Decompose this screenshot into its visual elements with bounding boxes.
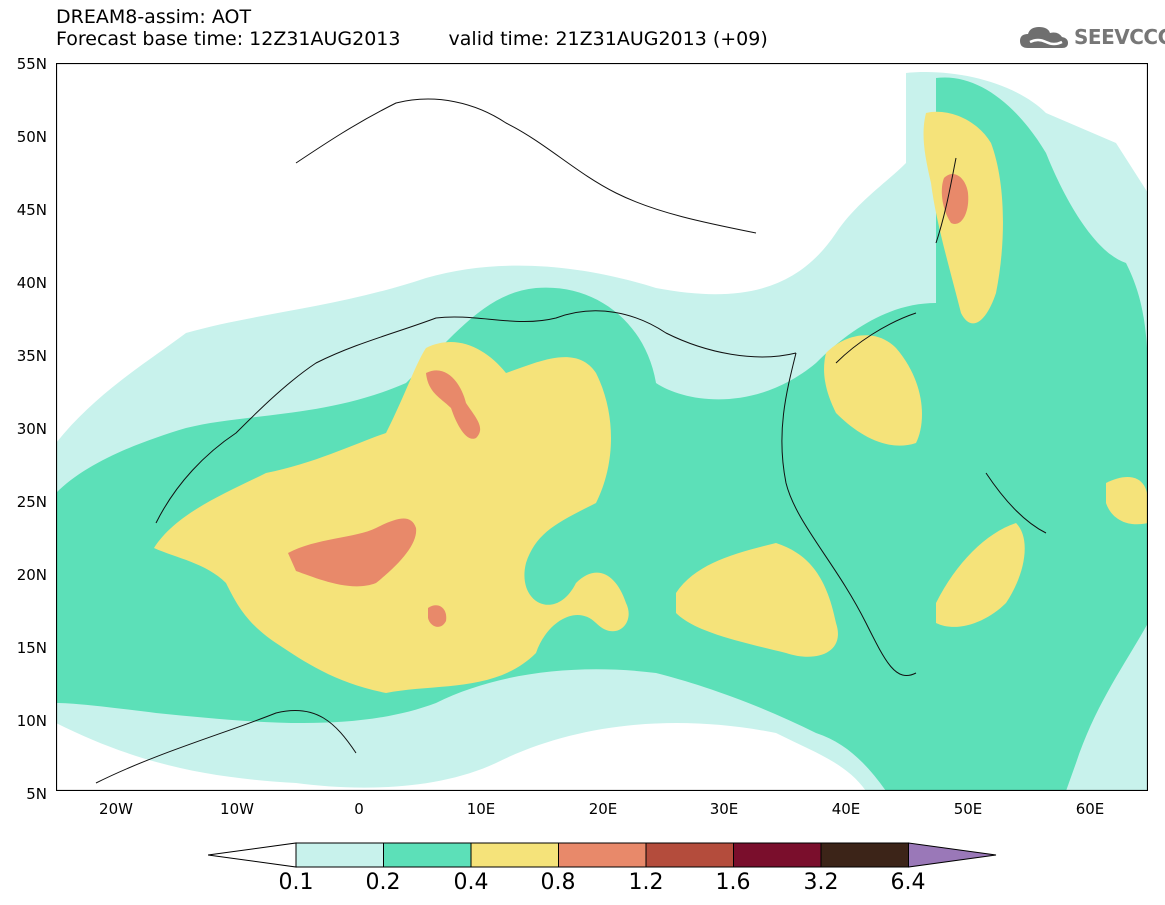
chart-title: DREAM8-assim: AOT <box>56 6 252 28</box>
lat-label: 30N <box>16 420 47 438</box>
lon-label: 0 <box>354 800 364 818</box>
aot-contour-0.4-west <box>154 342 629 693</box>
lon-label: 20E <box>588 800 618 818</box>
colorbar-bin-3.2 <box>820 842 909 868</box>
aot-contour-0.8-caspian <box>941 173 969 224</box>
aot-map <box>56 63 1148 791</box>
lat-label: 25N <box>16 493 47 511</box>
colorbar-bin-0.4 <box>470 842 559 868</box>
colorbar-bin-1.2 <box>645 842 734 868</box>
colorbar-low-arrow <box>208 842 297 868</box>
aot-contour-0.4-sudan <box>676 543 838 657</box>
lat-label: 15N <box>16 639 47 657</box>
aot-contour-0.4-arabia <box>824 335 922 446</box>
colorbar-label: 1.6 <box>715 870 751 895</box>
lat-label: 50N <box>16 128 47 146</box>
cloud-icon <box>1020 27 1068 48</box>
coastlines <box>95 98 1047 784</box>
time-row: Forecast base time: 12Z31AUG2013 valid t… <box>56 28 768 50</box>
colorbar-bin-0.8 <box>558 842 647 868</box>
colorbar-label: 0.1 <box>278 870 314 895</box>
aot-contour-0.4-gulf <box>936 523 1025 627</box>
colorbar-bin-1.6 <box>733 842 822 868</box>
base-time: Forecast base time: 12Z31AUG2013 <box>56 28 401 50</box>
colorbar-label: 0.2 <box>365 870 401 895</box>
chart-header: DREAM8-assim: AOT Forecast base time: 12… <box>56 6 768 50</box>
lon-label: 30E <box>709 800 739 818</box>
lat-label: 5N <box>26 785 47 803</box>
aot-contour-0.8-algeria <box>426 370 481 439</box>
lon-label: 60E <box>1075 800 1105 818</box>
colorbar-label: 6.4 <box>890 870 926 895</box>
lon-label: 10E <box>466 800 496 818</box>
colorbar-label: 0.4 <box>453 870 489 895</box>
colorbar <box>208 842 997 868</box>
colorbar-bin-0.2 <box>383 842 472 868</box>
lon-label: 40E <box>831 800 861 818</box>
lon-label: 10W <box>220 800 254 818</box>
colorbar-label: 3.2 <box>803 870 839 895</box>
seevccc-logo: SEEVCCC <box>1018 24 1165 50</box>
lat-label: 45N <box>16 201 47 219</box>
lat-label: 55N <box>16 55 47 73</box>
logo-text: SEEVCCC <box>1074 25 1165 49</box>
colorbar-label: 0.8 <box>540 870 576 895</box>
lon-label: 20W <box>99 800 133 818</box>
aot-contour-0.8-niger <box>288 518 417 587</box>
colorbar-label: 1.2 <box>628 870 664 895</box>
aot-contour-0.4-east <box>1106 477 1148 525</box>
aot-contour-0.8-chad <box>428 605 447 627</box>
colorbar-high-arrow <box>908 842 997 868</box>
lat-label: 10N <box>16 712 47 730</box>
colorbar-bin-0.1 <box>295 842 384 868</box>
lat-label: 40N <box>16 274 47 292</box>
valid-time: valid time: 21Z31AUG2013 (+09) <box>448 28 768 50</box>
lat-label: 35N <box>16 347 47 365</box>
lat-label: 20N <box>16 566 47 584</box>
lon-label: 50E <box>953 800 983 818</box>
